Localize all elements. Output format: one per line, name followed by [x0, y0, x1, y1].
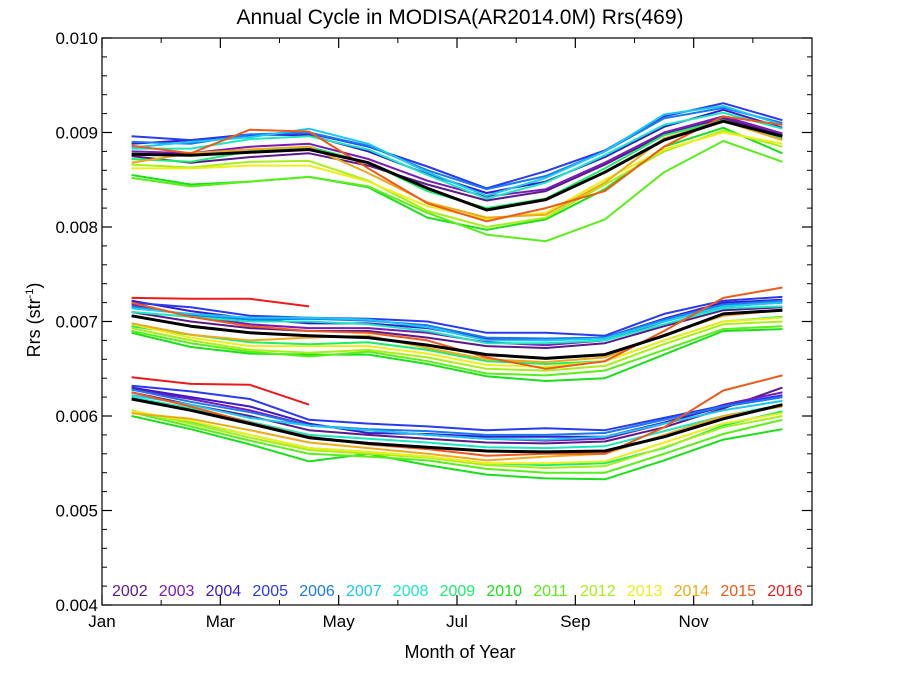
series-line-upper-2003 [131, 115, 783, 198]
legend-item-2010: 2010 [486, 583, 522, 600]
series-line-upper-2005 [131, 102, 783, 190]
mean-line-upper [131, 119, 783, 212]
series-line-middle-2016 [131, 296, 310, 308]
series-line-upper-2015 [131, 115, 783, 223]
series-line-middle-2013 [131, 316, 783, 368]
series-line-upper-2008 [131, 111, 783, 200]
x-axis-title: Month of Year [404, 642, 515, 662]
series-line-upper-2007 [131, 105, 783, 197]
legend-item-2003: 2003 [159, 583, 195, 600]
legend-item-2005: 2005 [252, 583, 288, 600]
x-tick-label: Sep [560, 612, 590, 631]
series-lines [131, 102, 783, 481]
y-tick-label: 0.008 [55, 218, 98, 237]
series-line-lower-2014 [131, 405, 783, 462]
series-line-lower-2011 [131, 411, 783, 474]
series-line-lower-2010 [131, 415, 783, 481]
legend-item-2016: 2016 [767, 583, 803, 600]
chart-title: Annual Cycle in MODISA(AR2014.0M) Rrs(46… [237, 6, 684, 29]
y-tick-label: 0.004 [55, 596, 98, 615]
series-line-lower-2006 [131, 388, 783, 436]
x-tick-label: Jul [446, 612, 468, 631]
y-axis: 0.004 0.005 0.006 0.007 0.008 0.009 0.010 [55, 29, 812, 615]
x-tick-label: Nov [679, 612, 710, 631]
legend-item-2006: 2006 [299, 583, 335, 600]
series-line-middle-2011 [131, 325, 783, 377]
series-line-lower-2016 [131, 376, 310, 406]
series-line-middle-2010 [131, 328, 783, 382]
series-line-lower-2015 [131, 374, 783, 457]
mean-line-lower [131, 397, 783, 454]
legend-item-2014: 2014 [674, 583, 710, 600]
series-line-lower-2004 [131, 386, 783, 438]
y-axis-title: Rrs (str-1) [24, 283, 44, 358]
series-line-upper-2011 [131, 140, 783, 243]
legend-item-2009: 2009 [440, 583, 476, 600]
series-line-upper-2014 [131, 120, 783, 219]
legend-item-2004: 2004 [206, 583, 242, 600]
series-line-lower-2005 [131, 384, 783, 432]
series-line-lower-2012 [131, 409, 783, 469]
mean-line-middle [131, 308, 783, 360]
y-tick-label: 0.009 [55, 124, 98, 143]
series-line-middle-2006 [131, 299, 783, 340]
series-line-lower-2013 [131, 410, 783, 465]
y-axis-title-main: Rrs (str [24, 298, 44, 357]
legend-item-2015: 2015 [720, 583, 756, 600]
x-tick-label: May [323, 612, 356, 631]
y-tick-label: 0.010 [55, 29, 98, 48]
legend-item-2013: 2013 [627, 583, 663, 600]
legend: 2002 2003 2004 2005 2006 2007 2008 2009 2010 2011… [112, 583, 803, 600]
series-line-middle-2012 [131, 320, 783, 372]
series-line-upper-2006 [131, 106, 783, 191]
y-tick-label: 0.006 [55, 407, 98, 426]
legend-item-2002: 2002 [112, 583, 148, 600]
series-line-lower-2002 [131, 386, 783, 445]
series-line-middle-2005 [131, 295, 783, 337]
series-line-middle-2008 [131, 305, 783, 345]
legend-item-2011: 2011 [533, 583, 568, 600]
series-line-upper-2012 [131, 129, 783, 228]
series-line-middle-2002 [131, 306, 783, 349]
y-tick-label: 0.005 [55, 502, 98, 521]
series-line-upper-2002 [131, 117, 783, 202]
x-axis: Jan Mar May Jul Sep Nov [88, 38, 754, 631]
series-line-upper-2013 [131, 131, 783, 221]
legend-item-2012: 2012 [580, 583, 616, 600]
x-tick-label: Jan [88, 612, 115, 631]
y-axis-title-tail: ) [24, 283, 44, 289]
y-tick-label: 0.007 [55, 313, 98, 332]
legend-item-2008: 2008 [393, 583, 429, 600]
legend-item-2007: 2007 [346, 583, 382, 600]
y-axis-title-superscript: -1 [24, 289, 36, 299]
series-line-middle-2007 [131, 301, 783, 342]
x-tick-label: Mar [206, 612, 236, 631]
